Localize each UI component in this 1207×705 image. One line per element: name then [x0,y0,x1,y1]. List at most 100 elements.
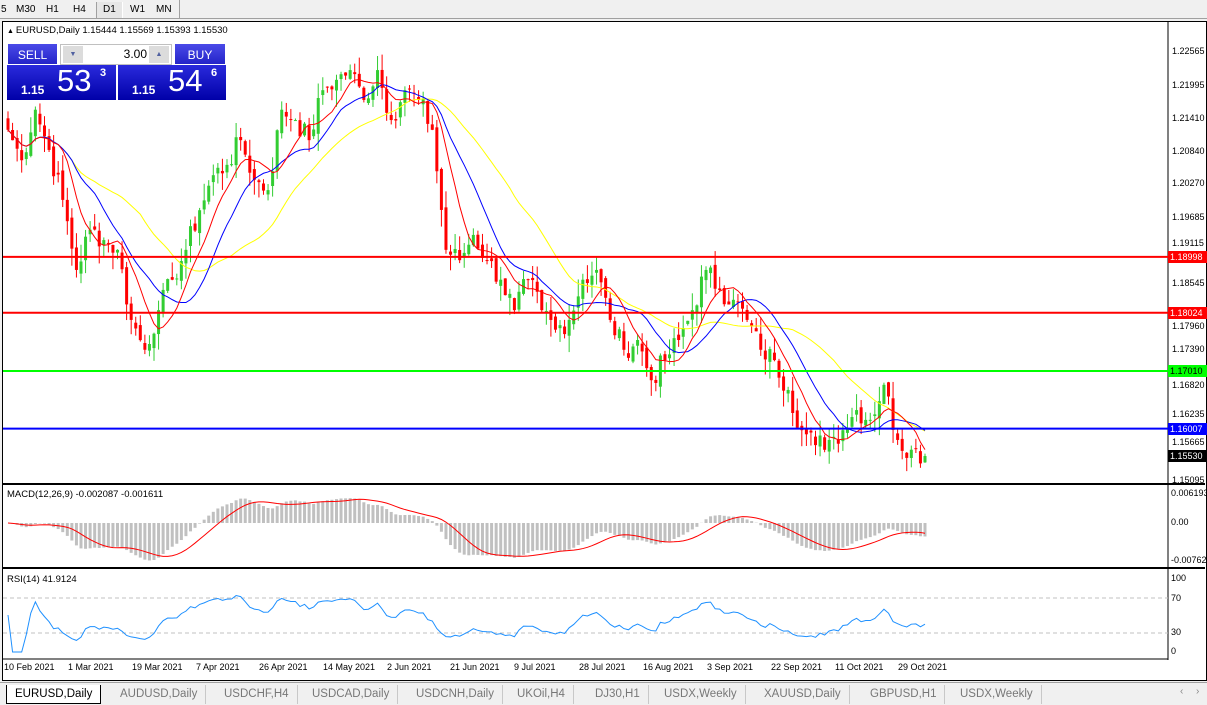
macd-histogram-bar [166,523,170,551]
tf-m30-button[interactable]: M30 [16,4,36,15]
chart-tab[interactable]: USDCHF,H4 [216,685,298,704]
macd-histogram-bar [818,523,822,551]
macd-histogram-bar [526,523,530,553]
tf-mn-button[interactable]: MN [156,4,172,15]
tf-h1-button[interactable]: H1 [46,4,59,15]
macd-histogram-bar [722,515,726,523]
bull-candle [147,344,151,351]
macd-histogram-bar [563,523,567,551]
tf-d1-button[interactable]: D1 [96,2,123,18]
date-axis-label: 3 Sep 2021 [707,662,754,672]
macd-histogram-bar [677,523,681,538]
bear-candle [900,438,904,451]
bear-candle [804,428,808,435]
macd-histogram-bar [307,503,311,523]
macd-histogram-bar [412,515,416,523]
macd-histogram-bar [70,523,74,541]
macd-histogram-bar [106,523,110,548]
buy-price-pip: 6 [211,67,218,79]
bull-candle [517,291,521,310]
chart-tab[interactable]: DJ30,H1 [587,685,649,704]
chart-tab[interactable]: USDX,Weekly [656,685,746,704]
level-price-tag: 1.17010 [1168,365,1207,378]
lot-size-field[interactable]: ▼ 3.00 ▲ [60,44,172,65]
chart-tab[interactable]: AUDUSD,Daily [112,685,207,704]
bear-candle [722,288,726,305]
bear-candle [385,89,389,113]
bull-candle [230,164,234,166]
macd-histogram-bar [115,523,119,547]
buy-price-prefix: 1.15 [132,83,156,97]
tabs-scroll-right-icon[interactable]: › [1196,686,1200,697]
macd-axis-max: 0.006193 [1171,488,1207,498]
bear-candle [111,244,115,253]
macd-histogram-bar [709,516,713,523]
sell-price-pip: 3 [100,67,107,79]
macd-histogram-bar [362,502,366,523]
bull-candle [695,305,699,313]
sell-button[interactable]: SELL [7,43,58,65]
ma-slow-line [7,98,926,432]
bull-candle [590,275,594,285]
tabs-scroll-left-icon[interactable]: ‹ [1180,686,1184,697]
price-axis-label: 1.19115 [1172,238,1204,248]
macd-histogram-bar [713,515,717,523]
rsi-axis-70: 70 [1171,593,1182,603]
bull-candle [868,419,872,421]
buy-button[interactable]: BUY [174,43,226,65]
date-axis-label: 10 Feb 2021 [4,662,55,672]
bear-candle [563,326,567,335]
chart-tab[interactable]: USDCAD,Daily [304,685,399,704]
bear-candle [344,72,348,76]
macd-histogram-bar [690,523,694,530]
bull-candle [686,320,690,324]
bull-candle [572,310,576,325]
chart-tab[interactable]: XAUUSD,Daily [756,685,850,704]
chart-tab[interactable]: UKOil,H4 [509,685,574,704]
tf-w1-button[interactable]: W1 [130,4,145,15]
macd-histogram-bar [421,516,425,523]
macd-histogram-bar [763,523,767,528]
bear-candle [243,141,247,155]
lot-increase-icon[interactable]: ▲ [149,46,169,63]
bull-candle [731,299,735,308]
date-axis-label: 1 Mar 2021 [68,662,114,672]
sell-price-box[interactable]: 1.15 53 3 [7,63,116,100]
lot-value[interactable]: 3.00 [123,47,147,61]
bear-candle [389,114,393,121]
bear-candle [480,244,484,258]
price-axis-label: 1.15665 [1172,437,1205,447]
macd-histogram-bar [905,523,909,535]
macd-histogram-bar [558,523,562,551]
collapse-triangle-icon[interactable]: ▲ [7,28,16,35]
macd-histogram-bar [686,523,690,533]
bear-candle [608,298,612,320]
chart-tab[interactable]: GBPUSD,H1 [862,685,946,704]
bear-candle [823,437,827,450]
macd-histogram-bar [823,523,827,551]
bull-candle [508,293,512,298]
tf-h4-button[interactable]: H4 [73,4,86,15]
chart-tab[interactable]: USDX,Weekly [952,685,1042,704]
bear-candle [640,343,644,352]
bear-candle [836,439,840,444]
buy-price-box[interactable]: 1.15 54 6 [118,63,226,100]
macd-histogram-bar [567,523,571,550]
lot-decrease-icon[interactable]: ▼ [63,46,83,63]
macd-histogram-bar [339,498,343,523]
bull-candle [24,152,28,160]
chart-tab[interactable]: USDCNH,Daily [408,685,503,704]
bear-candle [252,169,256,180]
macd-histogram-bar [535,523,539,551]
bull-candle [225,164,229,173]
chart-window[interactable] [2,21,1207,681]
chart-tab[interactable]: EURUSD,Daily [6,685,102,704]
price-axis-label: 1.19685 [1172,212,1205,222]
macd-histogram-bar [449,523,453,546]
macd-histogram-bar [462,523,466,555]
macd-histogram-bar [152,523,156,560]
tf-m5-button[interactable]: 5 [1,4,7,15]
date-axis-label: 16 Aug 2021 [643,662,694,672]
bear-candle [120,252,124,270]
